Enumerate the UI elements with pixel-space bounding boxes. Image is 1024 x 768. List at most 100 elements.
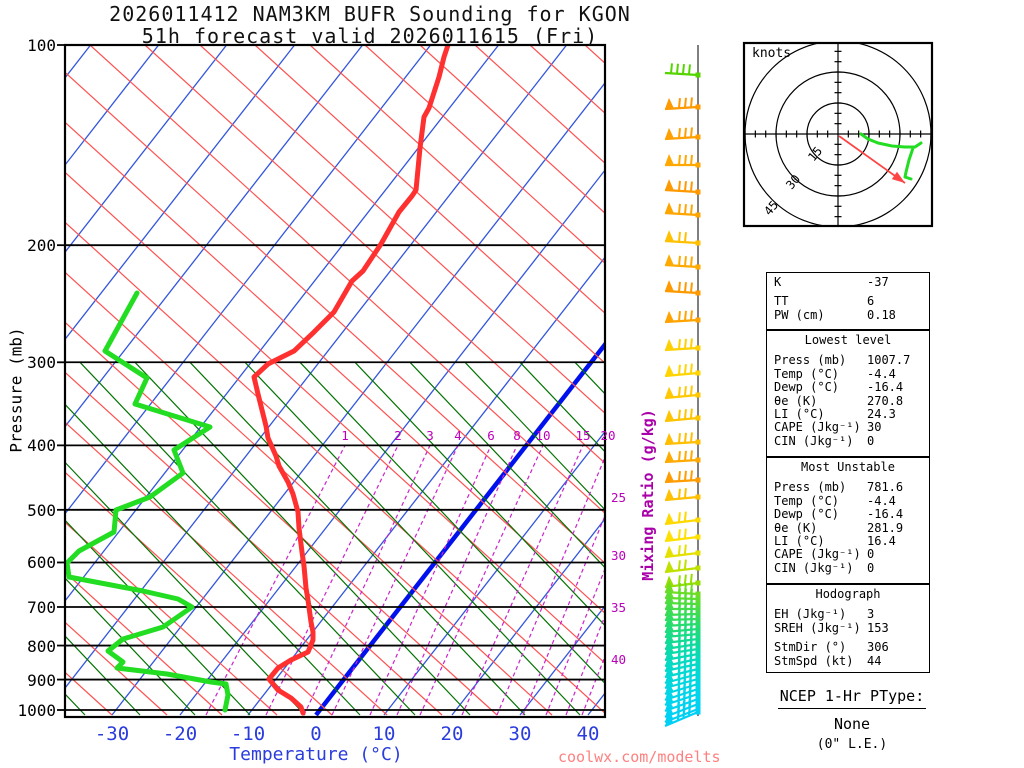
panel-row-value: 24.3 — [867, 407, 896, 422]
panel-row-value: -37 — [867, 275, 889, 289]
panel-row: θe (K) 270.8 — [774, 393, 929, 408]
panel-row-value: 6 — [867, 294, 875, 309]
wind-barb — [664, 179, 701, 195]
ptype-value: None — [833, 715, 871, 733]
panel-row: StmDir (°) 306 — [774, 640, 929, 655]
panel-row-label: Temp (°C) — [774, 493, 840, 508]
panel-row: CIN (Jkg⁻¹) 0 — [774, 433, 929, 448]
mixing-ratio-label: 1 — [341, 428, 349, 443]
panel-row-label: θe (K) — [774, 520, 818, 535]
mixing-ratio-label: 6 — [487, 428, 495, 443]
wind-barb — [664, 254, 701, 270]
pressure-tick-label: 500 — [27, 500, 56, 520]
ptype-title: NCEP 1-Hr PType: — [777, 687, 927, 709]
panel-row: LI (°C) 24.3 — [774, 407, 929, 422]
wind-barb — [664, 559, 701, 574]
chart-title-line1: 2026011412 NAM3KM BUFR Sounding for KGON — [109, 2, 631, 26]
temperature-axis-label: Temperature (°C) — [229, 744, 403, 765]
indices-panel-section: Lowest level Press (mb) 1007.7 Temp (°C) -4.… — [766, 330, 930, 457]
wind-barb — [664, 63, 701, 78]
mixing-ratio-label: 30 — [611, 548, 627, 563]
wind-barb-column — [664, 45, 701, 728]
panel-section-header: Most Unstable — [801, 460, 895, 474]
panel-row-value: 1007.7 — [867, 353, 911, 368]
panel-row: StmSpd (kt) 44 — [774, 653, 929, 668]
panel-row-label: EH (Jkg⁻¹) — [774, 607, 847, 622]
panel-row-label: LI (°C) — [774, 407, 825, 422]
panel-row: Temp (°C) -4.4 — [774, 366, 929, 381]
mixing-ratio-label: 8 — [513, 428, 521, 443]
panel-row-value: 0 — [867, 433, 875, 448]
indices-panel-section: Most Unstable Press (mb) 781.6 Temp (°C) -4.… — [766, 457, 930, 584]
panel-row: Temp (°C) -4.4 — [774, 493, 929, 508]
panel-row-label: PW (cm) — [774, 307, 825, 322]
watermark: coolwx.com/modelts — [558, 748, 721, 766]
panel-row-label: K — [774, 275, 782, 289]
panel-section-header: Lowest level — [804, 333, 892, 347]
panel-row: PW (cm) 0.18 — [774, 307, 929, 322]
panel-row: θe (K) 281.9 — [774, 520, 929, 535]
panel-row-label: StmSpd (kt) — [774, 653, 854, 668]
panel-row-label: Temp (°C) — [774, 366, 840, 381]
pressure-tick-label: 100 — [27, 36, 56, 55]
panel-row: Press (mb) 1007.7 — [774, 353, 929, 368]
panel-row-value: 270.8 — [867, 393, 904, 408]
panel-row-value: 0.18 — [867, 307, 896, 322]
panel-row: LI (°C) 16.4 — [774, 534, 929, 548]
skewt-background — [65, 45, 605, 717]
panel-row-value: 281.9 — [867, 520, 904, 535]
panel-row: CIN (Jkg⁻¹) 0 — [774, 560, 929, 575]
wind-barb — [664, 432, 701, 446]
indices-panel-section: K -37 TT 6 PW (cm) 0.18 — [766, 272, 930, 330]
wind-barb — [664, 528, 701, 543]
mixing-ratio-label: 3 — [426, 428, 434, 443]
panel-row-label: CIN (Jkg⁻¹) — [774, 433, 854, 448]
panel-row-value: 3 — [867, 607, 875, 622]
mixing-ratio-label: 20 — [600, 428, 616, 443]
chart-title-line2: 51h forecast valid 2026011615 (Fri) — [141, 24, 599, 48]
panel-row-label: CIN (Jkg⁻¹) — [774, 560, 854, 575]
skewt-border — [63, 43, 607, 719]
pressure-tick-label: 1000 — [17, 701, 56, 720]
wind-barb — [664, 470, 701, 484]
pressure-tick-label: 300 — [27, 353, 56, 373]
wind-barb — [664, 280, 701, 296]
panel-section-header: Hodograph — [815, 587, 881, 601]
pressure-tick-label: 400 — [27, 436, 56, 456]
pressure-tick-marks — [57, 44, 65, 711]
pressure-tick-label: 900 — [27, 670, 56, 690]
panel-row-label: StmDir (°) — [774, 640, 847, 655]
ptype-block: NCEP 1-Hr PType: None (0" L.E.) — [752, 686, 952, 752]
mixing-ratio-label: 25 — [611, 490, 627, 505]
temperature-tick-label: 30 — [508, 723, 532, 745]
wind-barb — [664, 127, 701, 141]
wind-barb — [664, 202, 701, 218]
mixing-ratio-label: 35 — [611, 600, 627, 615]
panel-row-value: 306 — [867, 640, 889, 655]
indices-panel-section: Hodograph EH (Jkg⁻¹) 3 SREH (Jkg⁻¹) 153 StmDi… — [766, 584, 930, 673]
mixing-ratio-axis-label: Mixing Ratio (g/kg) — [639, 409, 657, 581]
panel-row-label: TT — [774, 294, 789, 309]
panel-row-label: SREH (Jkg⁻¹) — [774, 620, 861, 635]
wind-barb — [664, 488, 701, 502]
wind-barb — [664, 338, 701, 352]
panel-row: Press (mb) 781.6 — [774, 480, 929, 494]
pressure-tick-label: 700 — [27, 597, 56, 617]
panel-row-value: 153 — [867, 620, 889, 635]
temperature-tick-label: 40 — [576, 723, 600, 745]
pressure-tick-label: 200 — [27, 236, 56, 256]
pressure-tick-label: 800 — [27, 636, 56, 656]
panel-row: CAPE (Jkg⁻¹) 30 — [774, 420, 929, 435]
panel-row-label: Press (mb) — [774, 353, 847, 368]
wind-barb — [665, 154, 701, 168]
panel-row-label: CAPE (Jkg⁻¹) — [774, 420, 861, 435]
panel-row-value: 0 — [867, 560, 875, 575]
wind-barb — [664, 544, 701, 559]
hodograph — [742, 41, 934, 228]
wind-barb — [664, 310, 701, 324]
mixing-ratio-label: 15 — [575, 428, 591, 443]
wind-barb — [664, 450, 701, 464]
panel-row-value: 0 — [867, 547, 875, 562]
